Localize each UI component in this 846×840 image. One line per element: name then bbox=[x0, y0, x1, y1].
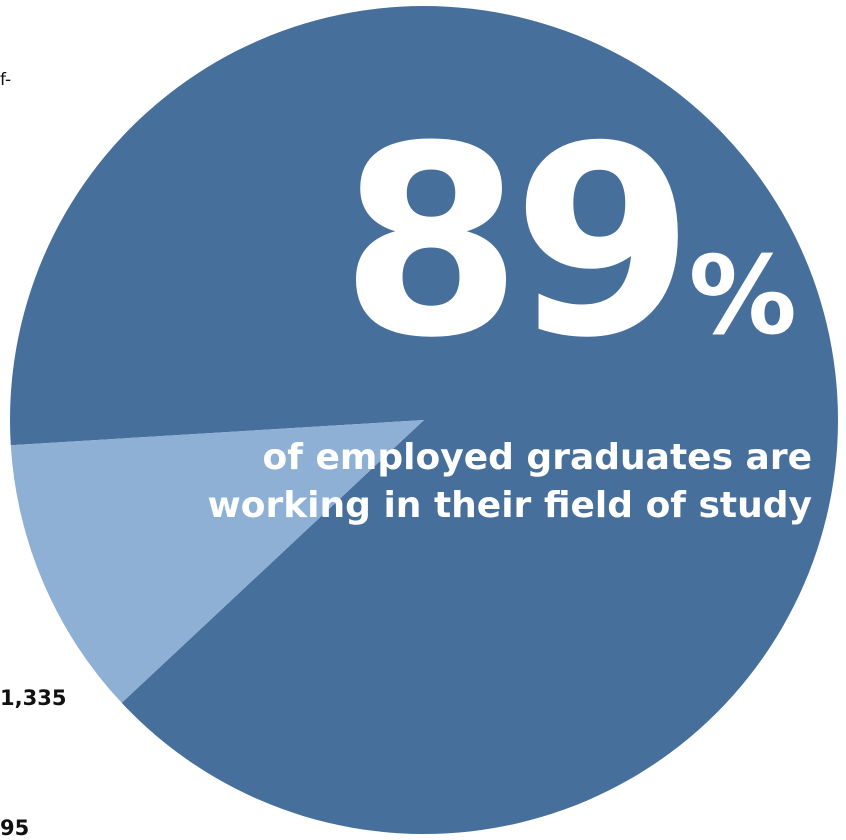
headline-percent-sign: % bbox=[688, 234, 797, 359]
cropped-text-bottom: 95 bbox=[0, 816, 30, 840]
caption-line-1: of employed graduates are bbox=[262, 437, 812, 478]
pie-slice-minor bbox=[10, 420, 425, 703]
stat-caption: of employed graduates are working in the… bbox=[207, 434, 812, 530]
headline-number: 89 bbox=[340, 90, 695, 395]
cropped-text-top: f- bbox=[0, 70, 12, 90]
pie-slice-major bbox=[9, 6, 838, 835]
headline-stat: 89% bbox=[340, 112, 797, 374]
cropped-text-middle: 1,335 bbox=[0, 686, 67, 710]
caption-line-2: working in their field of study bbox=[207, 484, 812, 526]
